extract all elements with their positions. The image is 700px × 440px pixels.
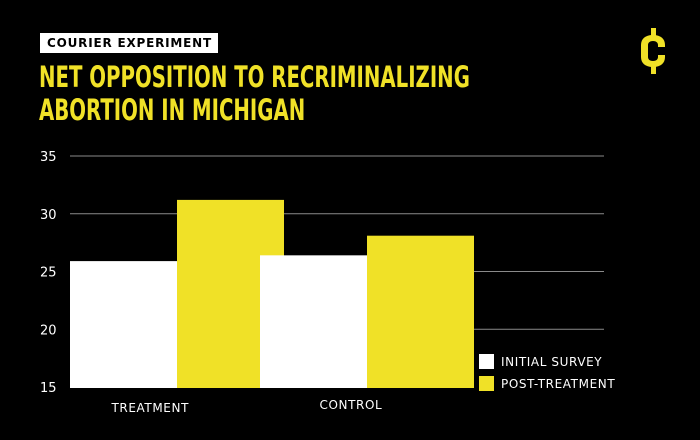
legend-item-post: POST-TREATMENT [479, 374, 615, 393]
y-tick-label-20: 20 [40, 323, 57, 338]
y-tick-label-30: 30 [40, 208, 57, 223]
chart-title: NET OPPOSITION TO RECRIMINALIZING ABORTI… [39, 60, 470, 127]
y-tick-label-35: 35 [40, 150, 57, 165]
y-tick-label-25: 25 [40, 266, 57, 281]
legend-swatch-initial [479, 354, 494, 369]
chart-title-line-2: ABORTION IN MICHIGAN [39, 93, 306, 127]
bar-control-initial [260, 255, 367, 388]
courier-c-logo-icon [641, 28, 665, 74]
x-category-label-treatment: TREATMENT [111, 401, 190, 415]
bar-treatment-initial [70, 261, 177, 388]
x-category-label-control: CONTROL [320, 398, 383, 412]
legend: INITIAL SURVEY POST-TREATMENT [479, 352, 615, 396]
legend-label-post: POST-TREATMENT [501, 376, 616, 391]
bars [70, 199, 474, 388]
chart-title-line-1: NET OPPOSITION TO RECRIMINALIZING [39, 60, 470, 94]
bar-control-post [367, 235, 474, 388]
legend-swatch-post [479, 376, 494, 391]
y-tick-label-15: 15 [40, 381, 57, 396]
legend-label-initial: INITIAL SURVEY [501, 354, 603, 369]
legend-item-initial: INITIAL SURVEY [479, 352, 615, 371]
axis-labels: 35 30 25 20 15 TREATMENT CONTROL [40, 150, 382, 415]
experiment-tag: COURIER EXPERIMENT [40, 33, 218, 53]
